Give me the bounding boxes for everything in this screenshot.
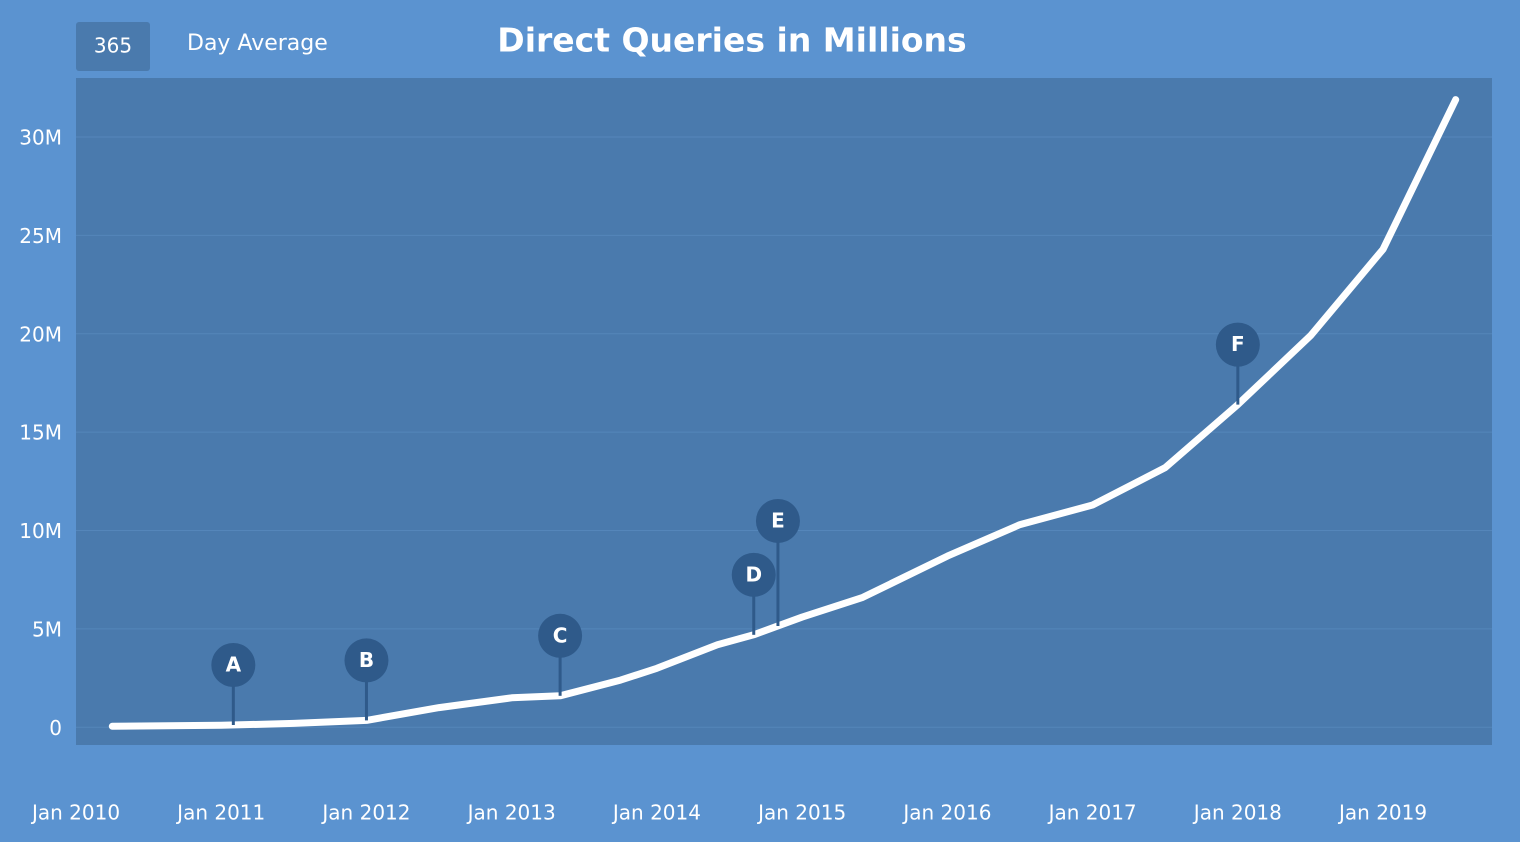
annotation-pin[interactable] (755, 498, 800, 543)
annotation-label[interactable]: B (359, 648, 374, 672)
annotation-pin[interactable] (344, 638, 389, 683)
annotation-pin[interactable] (211, 642, 256, 687)
chart-title: Direct Queries in Millions (497, 21, 966, 60)
x-tick-label: Jan 2016 (901, 801, 991, 825)
x-tick-label: Jan 2015 (756, 801, 846, 825)
y-tick-label: 0 (49, 716, 62, 740)
annotation-label[interactable]: E (771, 508, 785, 532)
y-tick-label: 10M (19, 519, 62, 543)
annotation-label[interactable]: A (226, 652, 242, 676)
period-button[interactable] (76, 22, 150, 71)
y-tick-label: 5M (32, 617, 62, 641)
annotation-pin[interactable] (538, 613, 583, 658)
y-tick-label: 15M (19, 421, 62, 445)
annotation-pin[interactable] (731, 552, 776, 597)
x-tick-label: Jan 2010 (30, 801, 120, 825)
x-tick-label: Jan 2011 (175, 801, 265, 825)
x-tick-label: Jan 2013 (466, 801, 556, 825)
x-tick-label: Jan 2018 (1192, 801, 1282, 825)
annotation-pin[interactable] (1215, 322, 1260, 367)
y-tick-label: 30M (19, 126, 62, 150)
period-label[interactable]: Day Average (187, 31, 328, 56)
plot-area (76, 78, 1492, 745)
x-tick-label: Jan 2017 (1047, 801, 1137, 825)
x-tick-label: Jan 2014 (611, 801, 701, 825)
annotation-label[interactable]: F (1231, 332, 1245, 356)
x-tick-label: Jan 2019 (1337, 801, 1427, 825)
x-tick-label: Jan 2012 (320, 801, 410, 825)
annotation-label[interactable]: C (553, 623, 568, 647)
period-value[interactable]: 365 (94, 34, 132, 58)
y-tick-label: 20M (19, 322, 62, 346)
annotation-label[interactable]: D (745, 562, 762, 586)
y-tick-label: 25M (19, 224, 62, 248)
